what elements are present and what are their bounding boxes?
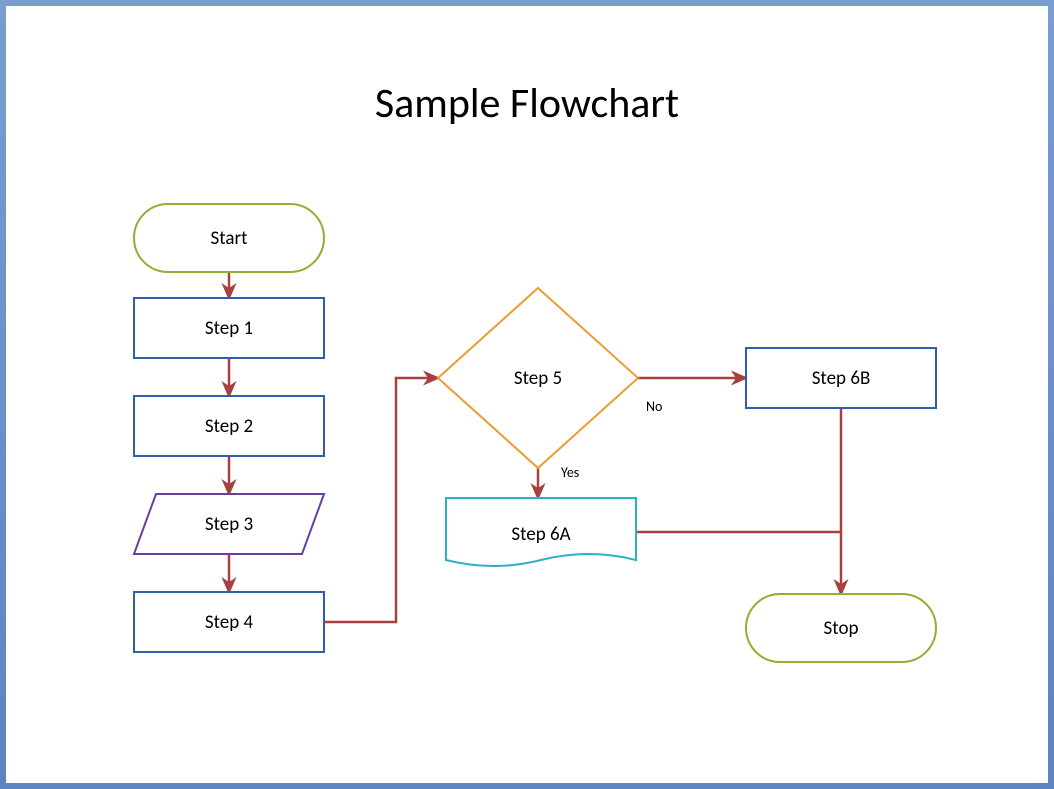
flowchart-canvas: Sample Flowchart YesNoStartStep 1Step 2S…	[6, 6, 1048, 783]
node-label-step3: Step 3	[134, 494, 324, 554]
node-label-start: Start	[134, 204, 324, 272]
node-label-step1: Step 1	[134, 298, 324, 358]
node-label-step2: Step 2	[134, 396, 324, 456]
node-label-step6a: Step 6A	[446, 498, 636, 570]
node-label-step6b: Step 6B	[746, 348, 936, 408]
edge-label-no: No	[646, 398, 662, 415]
node-label-step5: Step 5	[438, 288, 638, 468]
node-label-step4: Step 4	[134, 592, 324, 652]
edge-step4-step5	[324, 378, 438, 622]
node-label-stop: Stop	[746, 594, 936, 662]
